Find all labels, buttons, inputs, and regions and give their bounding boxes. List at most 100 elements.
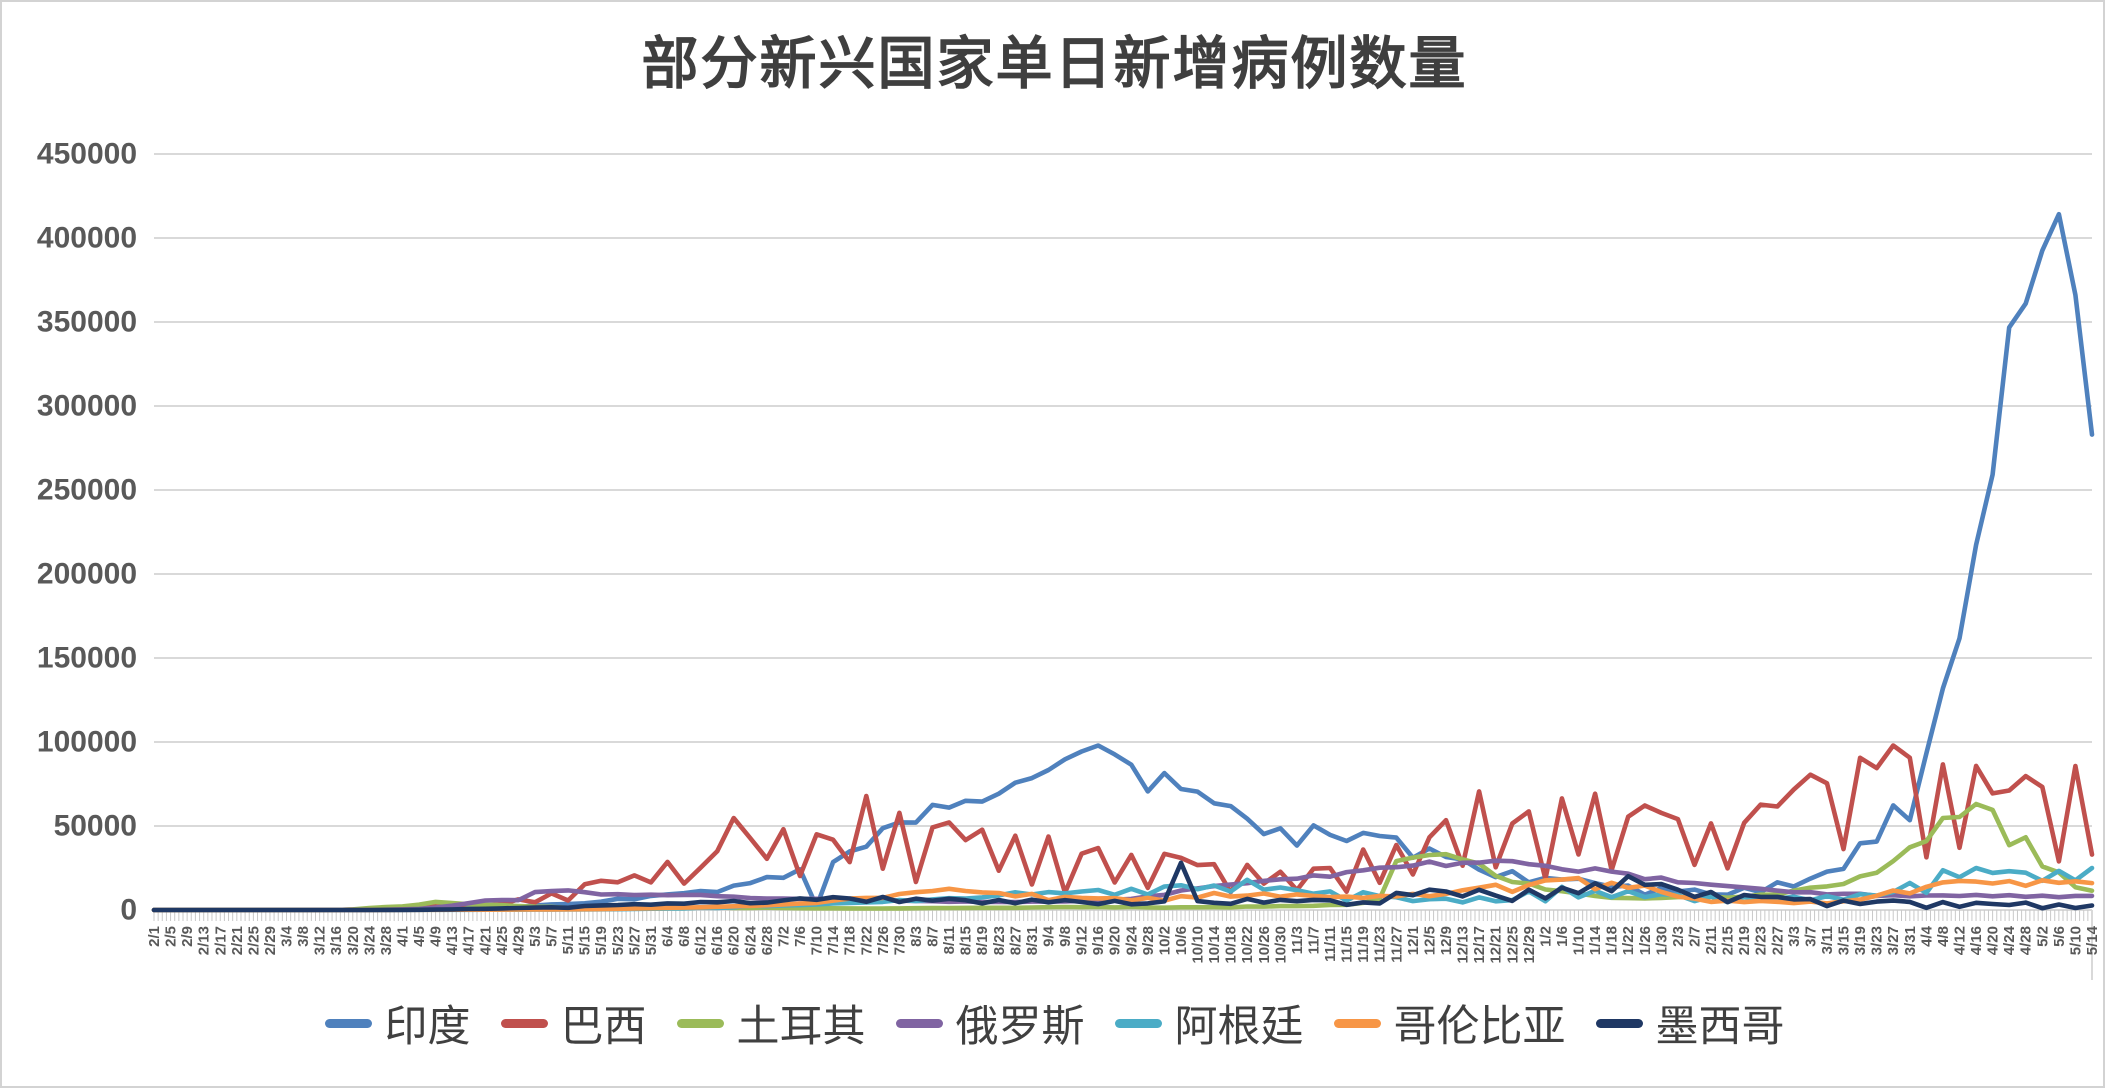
svg-text:12/5: 12/5	[1421, 926, 1438, 955]
svg-text:1/10: 1/10	[1571, 926, 1588, 955]
svg-text:5/15: 5/15	[577, 926, 594, 955]
svg-text:4/29: 4/29	[510, 926, 527, 955]
svg-text:9/20: 9/20	[1107, 926, 1124, 955]
svg-text:11/23: 11/23	[1372, 926, 1389, 963]
svg-text:9/24: 9/24	[1123, 925, 1140, 955]
svg-text:10/10: 10/10	[1190, 926, 1207, 964]
svg-text:200000: 200000	[37, 558, 137, 591]
svg-text:2/13: 2/13	[196, 926, 213, 955]
svg-text:4/20: 4/20	[1985, 926, 2002, 955]
legend-label: 阿根廷	[1174, 1004, 1304, 1051]
svg-text:9/8: 9/8	[1057, 926, 1074, 947]
svg-text:6/16: 6/16	[709, 926, 726, 955]
svg-text:1/14: 1/14	[1587, 925, 1604, 955]
svg-text:9/12: 9/12	[1074, 926, 1091, 955]
series-line-土耳其	[151, 801, 2095, 913]
svg-text:2/27: 2/27	[1769, 926, 1786, 955]
legend-label: 巴西	[560, 1004, 647, 1051]
svg-text:8/31: 8/31	[1024, 926, 1041, 955]
legend-line-marker	[500, 1018, 548, 1028]
svg-text:1/30: 1/30	[1653, 926, 1670, 955]
svg-text:9/4: 9/4	[1040, 925, 1057, 947]
svg-text:5/3: 5/3	[527, 926, 544, 947]
svg-text:3/15: 3/15	[1836, 926, 1853, 955]
svg-text:10/6: 10/6	[1173, 926, 1190, 955]
svg-text:0: 0	[120, 894, 137, 927]
svg-text:12/9: 12/9	[1438, 926, 1455, 955]
svg-text:6/8: 6/8	[676, 926, 693, 947]
legend-label: 印度	[384, 1004, 471, 1051]
svg-text:150000: 150000	[37, 642, 137, 675]
svg-text:2/9: 2/9	[179, 926, 196, 947]
svg-text:5/19: 5/19	[593, 926, 610, 955]
svg-text:11/27: 11/27	[1388, 926, 1405, 963]
svg-text:5/23: 5/23	[610, 926, 627, 955]
svg-text:11/11: 11/11	[1322, 926, 1339, 962]
svg-text:4/17: 4/17	[461, 926, 478, 955]
svg-text:12/21: 12/21	[1488, 926, 1505, 964]
svg-text:3/31: 3/31	[1902, 926, 1919, 955]
svg-text:3/11: 3/11	[1819, 926, 1836, 954]
legend-item: 土耳其	[676, 992, 866, 1054]
svg-text:1/26: 1/26	[1637, 926, 1654, 955]
legend-label: 墨西哥	[1655, 1004, 1785, 1051]
x-axis-ticks	[153, 910, 2093, 980]
svg-text:5/10: 5/10	[2067, 926, 2084, 955]
legend-item: 墨西哥	[1595, 992, 1785, 1054]
svg-text:8/19: 8/19	[974, 926, 991, 955]
svg-text:2/5: 2/5	[163, 926, 180, 947]
svg-text:50000: 50000	[54, 810, 137, 843]
svg-text:5/7: 5/7	[544, 926, 561, 947]
svg-text:1/22: 1/22	[1620, 926, 1637, 955]
svg-text:4/4: 4/4	[1918, 925, 1935, 947]
svg-text:250000: 250000	[37, 474, 137, 507]
svg-text:5/27: 5/27	[626, 926, 643, 955]
svg-text:10/18: 10/18	[1223, 926, 1240, 964]
svg-text:2/1: 2/1	[146, 926, 163, 947]
svg-text:3/4: 3/4	[279, 925, 296, 947]
svg-text:7/2: 7/2	[775, 926, 792, 947]
svg-text:9/16: 9/16	[1090, 926, 1107, 955]
svg-text:2/19: 2/19	[1736, 926, 1753, 955]
legend-item: 俄罗斯	[895, 992, 1085, 1054]
svg-text:8/11: 8/11	[941, 926, 958, 954]
svg-text:3/3: 3/3	[1786, 926, 1803, 947]
svg-text:7/30: 7/30	[891, 926, 908, 955]
legend-line-marker	[1595, 1018, 1643, 1028]
svg-text:4/5: 4/5	[411, 926, 428, 947]
svg-text:12/1: 12/1	[1405, 926, 1422, 955]
legend-item: 哥伦比亚	[1333, 992, 1566, 1054]
svg-text:1/18: 1/18	[1604, 926, 1621, 955]
legend-line-marker	[324, 1018, 372, 1028]
svg-text:3/23: 3/23	[1869, 926, 1886, 955]
svg-text:6/20: 6/20	[726, 926, 743, 955]
svg-text:10/30: 10/30	[1272, 926, 1289, 964]
y-axis-labels: 450000 400000 350000 300000 250000 200000 1500…	[37, 138, 137, 927]
svg-text:2/3: 2/3	[1670, 926, 1687, 947]
svg-text:4/16: 4/16	[1968, 926, 1985, 955]
legend-label: 哥伦比亚	[1393, 1004, 1566, 1051]
svg-text:5/31: 5/31	[643, 926, 660, 955]
svg-text:12/25: 12/25	[1504, 926, 1521, 964]
legend-line-marker	[1114, 1018, 1162, 1028]
svg-text:4/25: 4/25	[494, 926, 511, 955]
legend-label: 俄罗斯	[955, 1004, 1085, 1051]
svg-text:350000: 350000	[37, 306, 137, 339]
legend-line-marker	[895, 1018, 943, 1028]
svg-text:7/14: 7/14	[825, 925, 842, 955]
legend-line-marker	[676, 1018, 724, 1028]
svg-text:4/8: 4/8	[1935, 926, 1952, 947]
svg-text:3/24: 3/24	[361, 925, 378, 955]
svg-text:10/26: 10/26	[1256, 926, 1273, 964]
svg-text:3/8: 3/8	[295, 926, 312, 947]
svg-text:7/26: 7/26	[875, 926, 892, 955]
svg-text:9/28: 9/28	[1140, 926, 1157, 955]
svg-text:3/28: 3/28	[378, 926, 395, 955]
svg-text:3/7: 3/7	[1802, 926, 1819, 947]
svg-text:2/15: 2/15	[1720, 926, 1737, 955]
chart-title: 部分新兴国家单日新增病例数量	[641, 33, 1468, 96]
svg-text:4/21: 4/21	[477, 926, 494, 955]
svg-text:450000: 450000	[37, 138, 137, 171]
x-axis-labels: 2/1 2/5 2/9 2/13 2/17 2/21 2/25 2/29 3/4 3/8 3/12 3…	[146, 925, 2101, 963]
svg-text:6/28: 6/28	[759, 926, 776, 955]
